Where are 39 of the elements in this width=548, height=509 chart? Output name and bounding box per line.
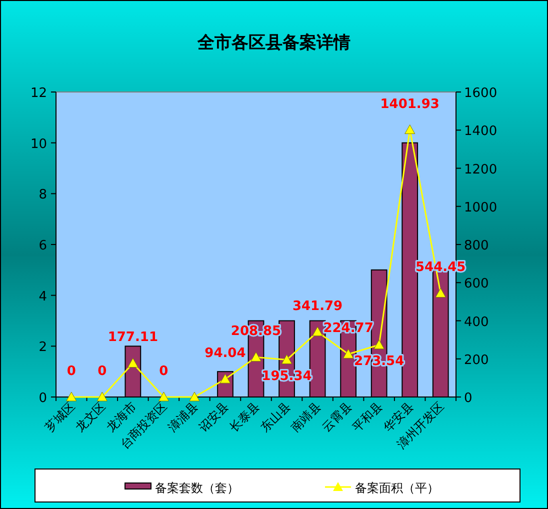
point: [312, 326, 323, 336]
data-label: 1401.93: [380, 96, 440, 112]
point: [282, 354, 292, 364]
y2-tick-label: 1600: [464, 86, 498, 101]
point: [158, 392, 169, 402]
legend-label: 备案面积（平）: [355, 481, 439, 495]
point: [435, 288, 446, 298]
y2-tick-label: 0: [464, 391, 472, 406]
y2-tick-label: 600: [464, 276, 489, 292]
data-label: 341.79: [292, 298, 343, 314]
y-tick-label: 6: [38, 238, 47, 254]
data-label: 0: [159, 364, 168, 379]
point: [66, 392, 77, 402]
x-tick-label: 长泰县: [226, 399, 262, 435]
chart-title: 全市各区县备案详情: [196, 32, 350, 53]
legend-label: 备案套数（套）: [155, 481, 239, 495]
point: [343, 348, 354, 358]
y2-tick-label: 1000: [464, 200, 498, 216]
data-label: 177.11: [108, 330, 158, 346]
y-tick-label: 12: [30, 86, 47, 101]
point: [250, 352, 262, 362]
y2-tick-label: 1400: [464, 124, 498, 140]
data-label: 0: [66, 364, 76, 379]
y2-tick-label: 200: [464, 352, 489, 368]
y-tick-label: 4: [38, 289, 47, 304]
point: [189, 392, 200, 402]
point: [96, 392, 108, 402]
data-label: 0: [98, 364, 107, 379]
y-tick-label: 10: [30, 136, 47, 152]
point: [128, 358, 138, 368]
y-tick-label: 2: [38, 340, 47, 356]
y2-tick-label: 1200: [464, 162, 498, 178]
data-label: 94.04: [204, 346, 246, 362]
y2-tick-label: 400: [464, 314, 489, 330]
y2-tick-label: 800: [464, 238, 489, 254]
y-tick-label: 8: [38, 188, 47, 203]
point: [374, 340, 384, 350]
y-tick-label: 0: [38, 391, 47, 406]
point: [404, 124, 416, 134]
